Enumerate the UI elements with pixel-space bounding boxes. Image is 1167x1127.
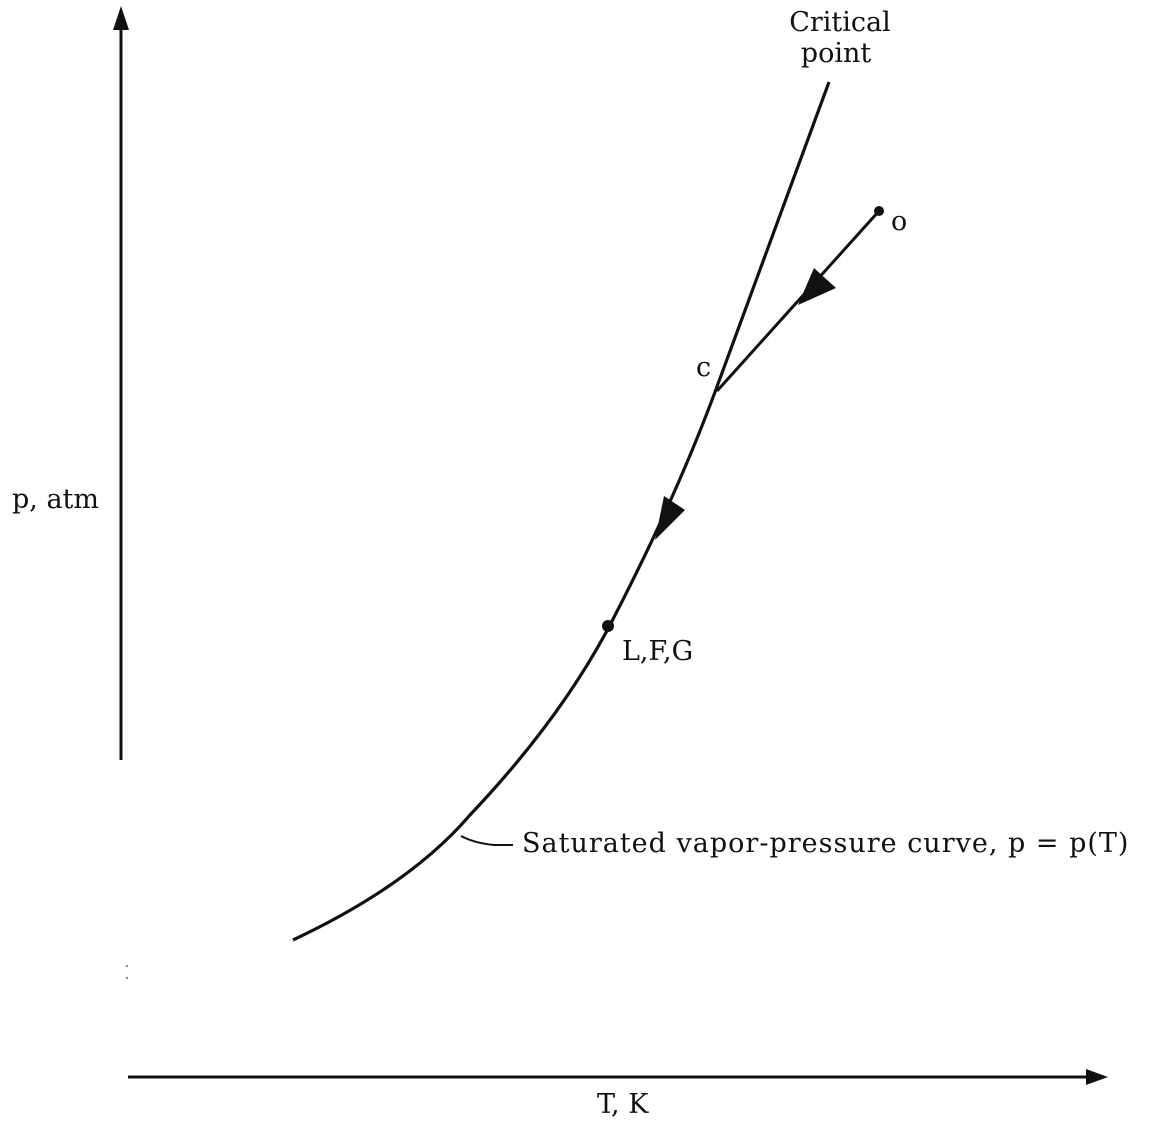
curve-annotation-leader (460, 835, 513, 846)
point-o-marker (874, 206, 884, 216)
y-axis-arrowhead (113, 6, 129, 30)
axis-dot (125, 976, 129, 980)
point-lfg-label: L,F,G (622, 636, 693, 667)
y-axis-label: p, atm (12, 484, 99, 515)
point-o-label: o (891, 206, 907, 237)
curve-arrowhead (655, 496, 685, 540)
path-arrowhead (798, 268, 836, 305)
x-axis-arrowhead (1086, 1069, 1108, 1085)
critical-point-label-line2: point (801, 38, 872, 69)
x-axis-label: T, K (597, 1089, 649, 1120)
point-c-label: c (696, 352, 711, 383)
axis-dot (125, 964, 129, 968)
saturated-vapor-pressure-curve (292, 81, 831, 942)
point-lfg-marker (602, 620, 614, 632)
curve-annotation-label: Saturated vapor-pressure curve, p = p(T) (522, 828, 1129, 859)
path-o-to-c (715, 209, 881, 393)
critical-point-label-line1: Critical (789, 7, 891, 38)
